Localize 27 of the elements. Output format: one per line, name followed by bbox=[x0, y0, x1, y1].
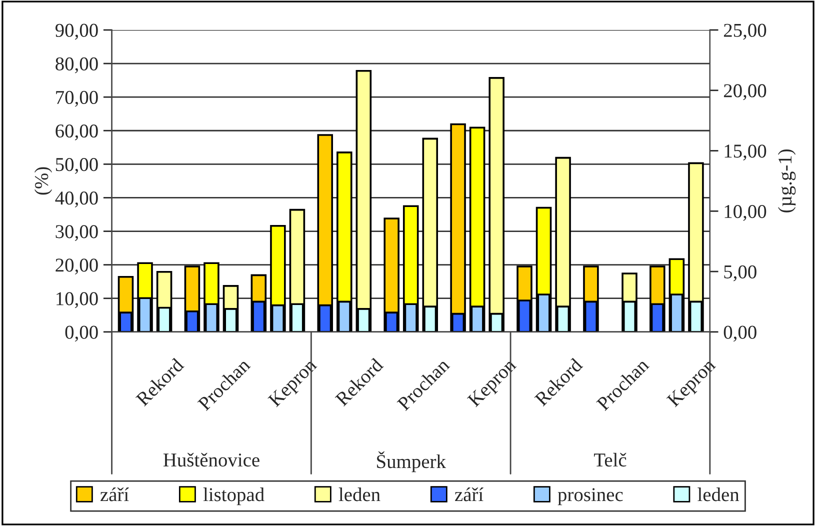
y-tick-label: 40,00 bbox=[55, 192, 98, 208]
legend-label: leden bbox=[698, 488, 740, 502]
y2-tick-label: 15,00 bbox=[724, 144, 766, 160]
legend-label: leden bbox=[338, 488, 380, 502]
y-tick-label: 50,00 bbox=[56, 158, 98, 174]
y-tick-label: 80,00 bbox=[56, 57, 98, 74]
y-axis-title: (%) bbox=[34, 167, 52, 195]
text: Šumperk bbox=[377, 451, 446, 472]
y-tick-label: 70,00 bbox=[56, 90, 98, 107]
legend-label: prosinec bbox=[558, 488, 623, 506]
text: Telč bbox=[594, 452, 626, 467]
y-tick-label: 20,00 bbox=[56, 258, 98, 275]
y-tick-label: 30,00 bbox=[56, 225, 98, 241]
y-tick-label: 10,00 bbox=[56, 292, 98, 308]
y2-tick-label: 0,00 bbox=[724, 326, 756, 342]
text: Huštěnovice bbox=[163, 452, 260, 467]
y2-tick-label: 10,00 bbox=[724, 204, 766, 221]
y2-tick-label: 5,00 bbox=[724, 265, 756, 282]
y2-tick-label: 20,00 bbox=[724, 84, 766, 100]
y2-tick-label: 25,00 bbox=[724, 24, 766, 40]
legend-label: září bbox=[454, 488, 484, 502]
y2-axis-title: (µg.g-1) bbox=[778, 149, 796, 212]
y-tick-label: 60,00 bbox=[56, 124, 98, 140]
legend-label: září bbox=[100, 488, 129, 502]
legend-label: listopad bbox=[203, 488, 264, 506]
y-tick-label: 90,00 bbox=[55, 24, 98, 40]
y-tick-label: 0,00 bbox=[65, 326, 98, 342]
